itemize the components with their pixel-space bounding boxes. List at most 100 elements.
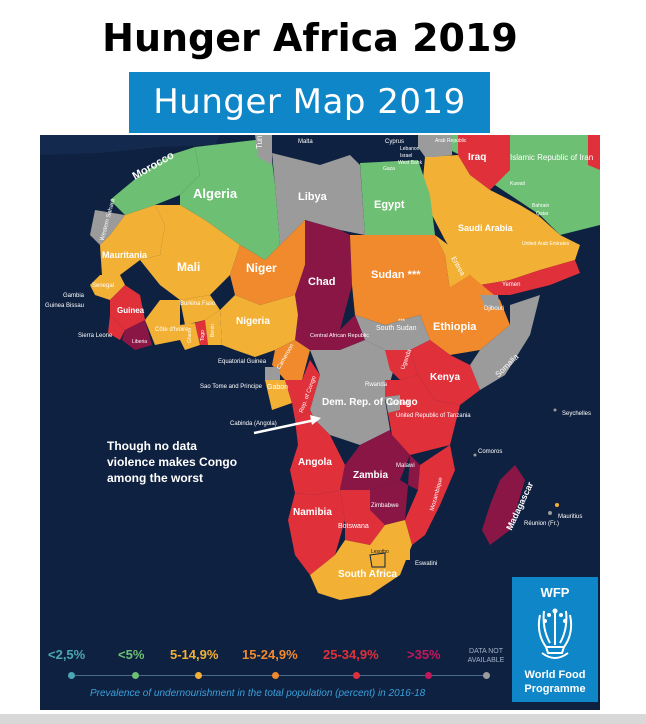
country-tanzania <box>388 375 460 455</box>
country-benin <box>205 310 222 345</box>
label-egypt: Egypt <box>374 199 405 211</box>
legend-no-data: DATA NOT AVAILABLE <box>467 648 505 664</box>
label-benin: Benin <box>210 324 216 337</box>
label-togo: Togo <box>200 330 206 341</box>
label-mauritius: Mauritius <box>558 514 582 520</box>
label-nigeria: Nigeria <box>236 316 270 327</box>
legend-item-3: 15-24,9% <box>242 647 298 662</box>
country-equatorial-guinea <box>265 367 280 380</box>
country-rwanda <box>385 380 400 397</box>
label-burundi: Burundi <box>390 401 411 407</box>
label-uae: United Arab Emirates <box>522 241 570 247</box>
label-iran: Islamic Republic of Iran <box>510 153 593 162</box>
label-eswatini: Eswatini <box>415 561 437 567</box>
label-botswana: Botswana <box>338 523 369 530</box>
country-eritrea <box>435 235 470 290</box>
label-djibouti: Djibouti <box>484 306 504 312</box>
country-guinea <box>110 285 145 330</box>
country-chad <box>295 220 352 335</box>
wfp-name-line1: World Food <box>524 669 586 681</box>
label-sierra-leone: Sierra Leone <box>78 333 113 339</box>
wfp-abbr: WFP <box>540 585 570 600</box>
country-libya <box>272 153 365 245</box>
label-iraq: Iraq <box>468 152 486 163</box>
label-gaza: Gaza <box>383 166 395 172</box>
label-bahrain: Bahrain <box>532 203 549 209</box>
label-south-sudan: South Sudan <box>376 325 417 332</box>
label-algeria: Algeria <box>193 186 238 201</box>
country-zambia <box>340 430 410 490</box>
label-zambia: Zambia <box>353 470 388 481</box>
country-drc <box>310 340 395 445</box>
label-mauritania: Mauritania <box>102 250 148 260</box>
country-morocco <box>110 147 200 215</box>
hunger-map: Morocco Algeria Libya Egypt Tunisia West… <box>40 135 600 710</box>
country-sierra-leone <box>108 315 125 340</box>
label-sao-tome: Sao Tome and Principe <box>200 384 263 390</box>
country-mali <box>140 205 240 300</box>
label-reunion: Réunion (Fr.) <box>524 521 559 527</box>
country-ghana <box>180 323 200 350</box>
country-mauritania <box>100 205 165 275</box>
country-nigeria <box>220 295 298 357</box>
country-sudan <box>350 235 450 325</box>
country-cote-divoire <box>145 300 180 345</box>
country-djibouti <box>480 295 500 310</box>
annotation-arrow-line <box>253 418 316 435</box>
country-levant <box>418 135 452 157</box>
country-rep-congo <box>285 360 320 420</box>
country-seychelles <box>553 408 557 412</box>
legend-caption: Prevalence of undernourishment in the to… <box>90 688 426 699</box>
legend-dot-na <box>483 672 490 679</box>
legend-dot-1 <box>132 672 139 679</box>
legend-item-2: 5-14,9% <box>170 647 219 662</box>
country-eswatini <box>400 548 410 560</box>
country-saudi-arabia <box>422 155 580 285</box>
country-somalia <box>470 295 540 390</box>
legend-item-1: <5% <box>118 647 145 662</box>
label-lebanon: Lebanon <box>400 146 420 152</box>
country-algeria <box>180 140 280 260</box>
country-niger <box>230 220 305 305</box>
legend-item-5: >35% <box>407 647 441 662</box>
legend-dot-3 <box>272 672 279 679</box>
country-botswana <box>340 490 385 545</box>
label-seychelles: Seychelles <box>562 411 591 417</box>
label-west-bank: West Bank <box>398 160 423 166</box>
label-arab-republic: Arab Republic <box>435 138 467 144</box>
label-comoros: Comoros <box>478 449 502 455</box>
label-drc: Dem. Rep. of Congo <box>322 397 418 408</box>
country-afghanistan <box>588 135 600 170</box>
country-zimbabwe <box>370 480 408 525</box>
country-angola <box>290 410 345 495</box>
label-mali: Mali <box>177 260 200 274</box>
country-yemen <box>480 260 580 295</box>
label-yemen: Yemen <box>502 282 520 288</box>
label-tunisia: Tunisia <box>255 135 264 149</box>
label-namibia: Namibia <box>293 507 332 518</box>
label-south-africa: South Africa <box>338 569 398 580</box>
country-iraq <box>458 135 510 190</box>
legend-item-0: <2,5% <box>48 647 86 662</box>
label-saudi-arabia: Saudi Arabia <box>458 223 514 233</box>
country-egypt <box>360 160 435 235</box>
label-rwanda: Rwanda <box>365 382 388 388</box>
country-south-africa <box>310 520 412 600</box>
country-madagascar <box>482 465 525 545</box>
country-lesotho <box>369 552 386 568</box>
country-namibia <box>288 490 345 575</box>
wfp-emblem-icon <box>537 608 573 659</box>
country-western-sahara <box>90 210 125 245</box>
label-liberia: Liberia <box>132 339 147 345</box>
country-burkina-faso <box>180 295 220 325</box>
wfp-logo: WFP World Food Programme <box>512 577 598 702</box>
label-angola: Angola <box>298 457 332 468</box>
annotation-arrow-head <box>310 415 321 425</box>
label-equatorial-guinea: Equatorial Guinea <box>218 359 267 365</box>
legend-dot-5 <box>425 672 432 679</box>
country-cameroon <box>272 340 310 380</box>
label-car: Central African Republic <box>310 333 369 339</box>
africa-map-svg: Morocco Algeria Libya Egypt Tunisia West… <box>40 135 600 710</box>
label-israel: Israel <box>400 153 412 159</box>
label-kenya: Kenya <box>430 372 460 383</box>
